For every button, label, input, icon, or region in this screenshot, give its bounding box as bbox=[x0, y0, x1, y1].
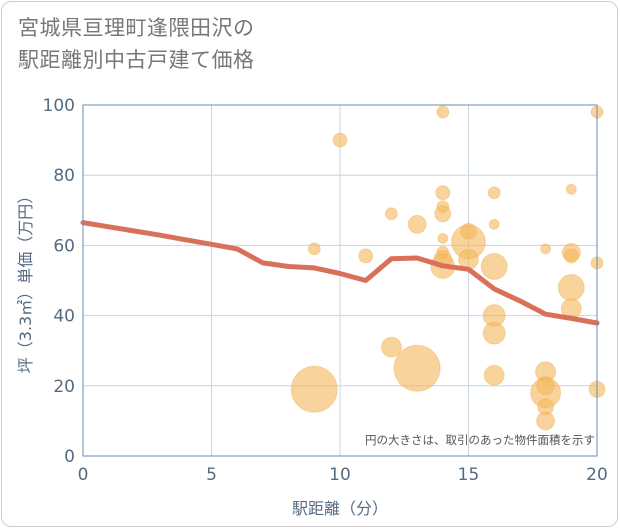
data-bubble bbox=[434, 205, 452, 223]
y-tick-label: 60 bbox=[53, 236, 75, 256]
y-axis-title: 坪（3.3㎡）単価（万円） bbox=[16, 188, 35, 373]
plot-area-border bbox=[82, 104, 598, 457]
data-bubble bbox=[435, 185, 451, 201]
data-bubble bbox=[437, 232, 449, 244]
x-tick-label: 10 bbox=[329, 465, 351, 485]
data-bubble bbox=[536, 411, 556, 431]
x-tick-label: 15 bbox=[458, 465, 480, 485]
data-bubble bbox=[557, 274, 585, 302]
data-bubble bbox=[407, 214, 427, 234]
data-bubble bbox=[565, 183, 577, 195]
y-tick-label: 80 bbox=[53, 166, 75, 186]
x-tick-label: 0 bbox=[78, 465, 89, 485]
data-bubble bbox=[332, 132, 348, 148]
data-bubble bbox=[358, 248, 374, 264]
chart-title: 宮城県亘理町逢隈田沢の 駅距離別中古戸建て価格 bbox=[18, 12, 255, 76]
data-bubble bbox=[540, 243, 552, 255]
bubble-size-note: 円の大きさは、取引のあった物件面積を示す bbox=[365, 433, 595, 447]
y-tick-label: 0 bbox=[64, 447, 75, 467]
data-bubble bbox=[482, 321, 506, 345]
data-bubble bbox=[487, 186, 501, 200]
average-trend-line bbox=[80, 220, 600, 326]
data-bubble bbox=[563, 248, 579, 264]
chart-title-line-1: 宮城県亘理町逢隈田沢の bbox=[18, 16, 255, 40]
data-bubble bbox=[307, 242, 321, 256]
x-tick-label: 5 bbox=[206, 465, 217, 485]
data-bubble bbox=[290, 365, 338, 413]
data-bubble bbox=[488, 218, 500, 230]
y-tick-label: 20 bbox=[53, 377, 75, 397]
x-tick-label: 20 bbox=[586, 465, 608, 485]
data-bubble bbox=[483, 364, 505, 386]
y-tick-label: 100 bbox=[43, 96, 75, 116]
data-bubble bbox=[393, 344, 441, 392]
data-bubble bbox=[436, 105, 450, 119]
data-bubble bbox=[380, 336, 402, 358]
chart-title-line-2: 駅距離別中古戸建て価格 bbox=[18, 48, 255, 72]
data-bubble bbox=[384, 207, 398, 221]
y-tick-label: 40 bbox=[53, 307, 75, 327]
data-bubble bbox=[480, 252, 508, 280]
x-axis-title: 駅距離（分） bbox=[292, 499, 388, 518]
